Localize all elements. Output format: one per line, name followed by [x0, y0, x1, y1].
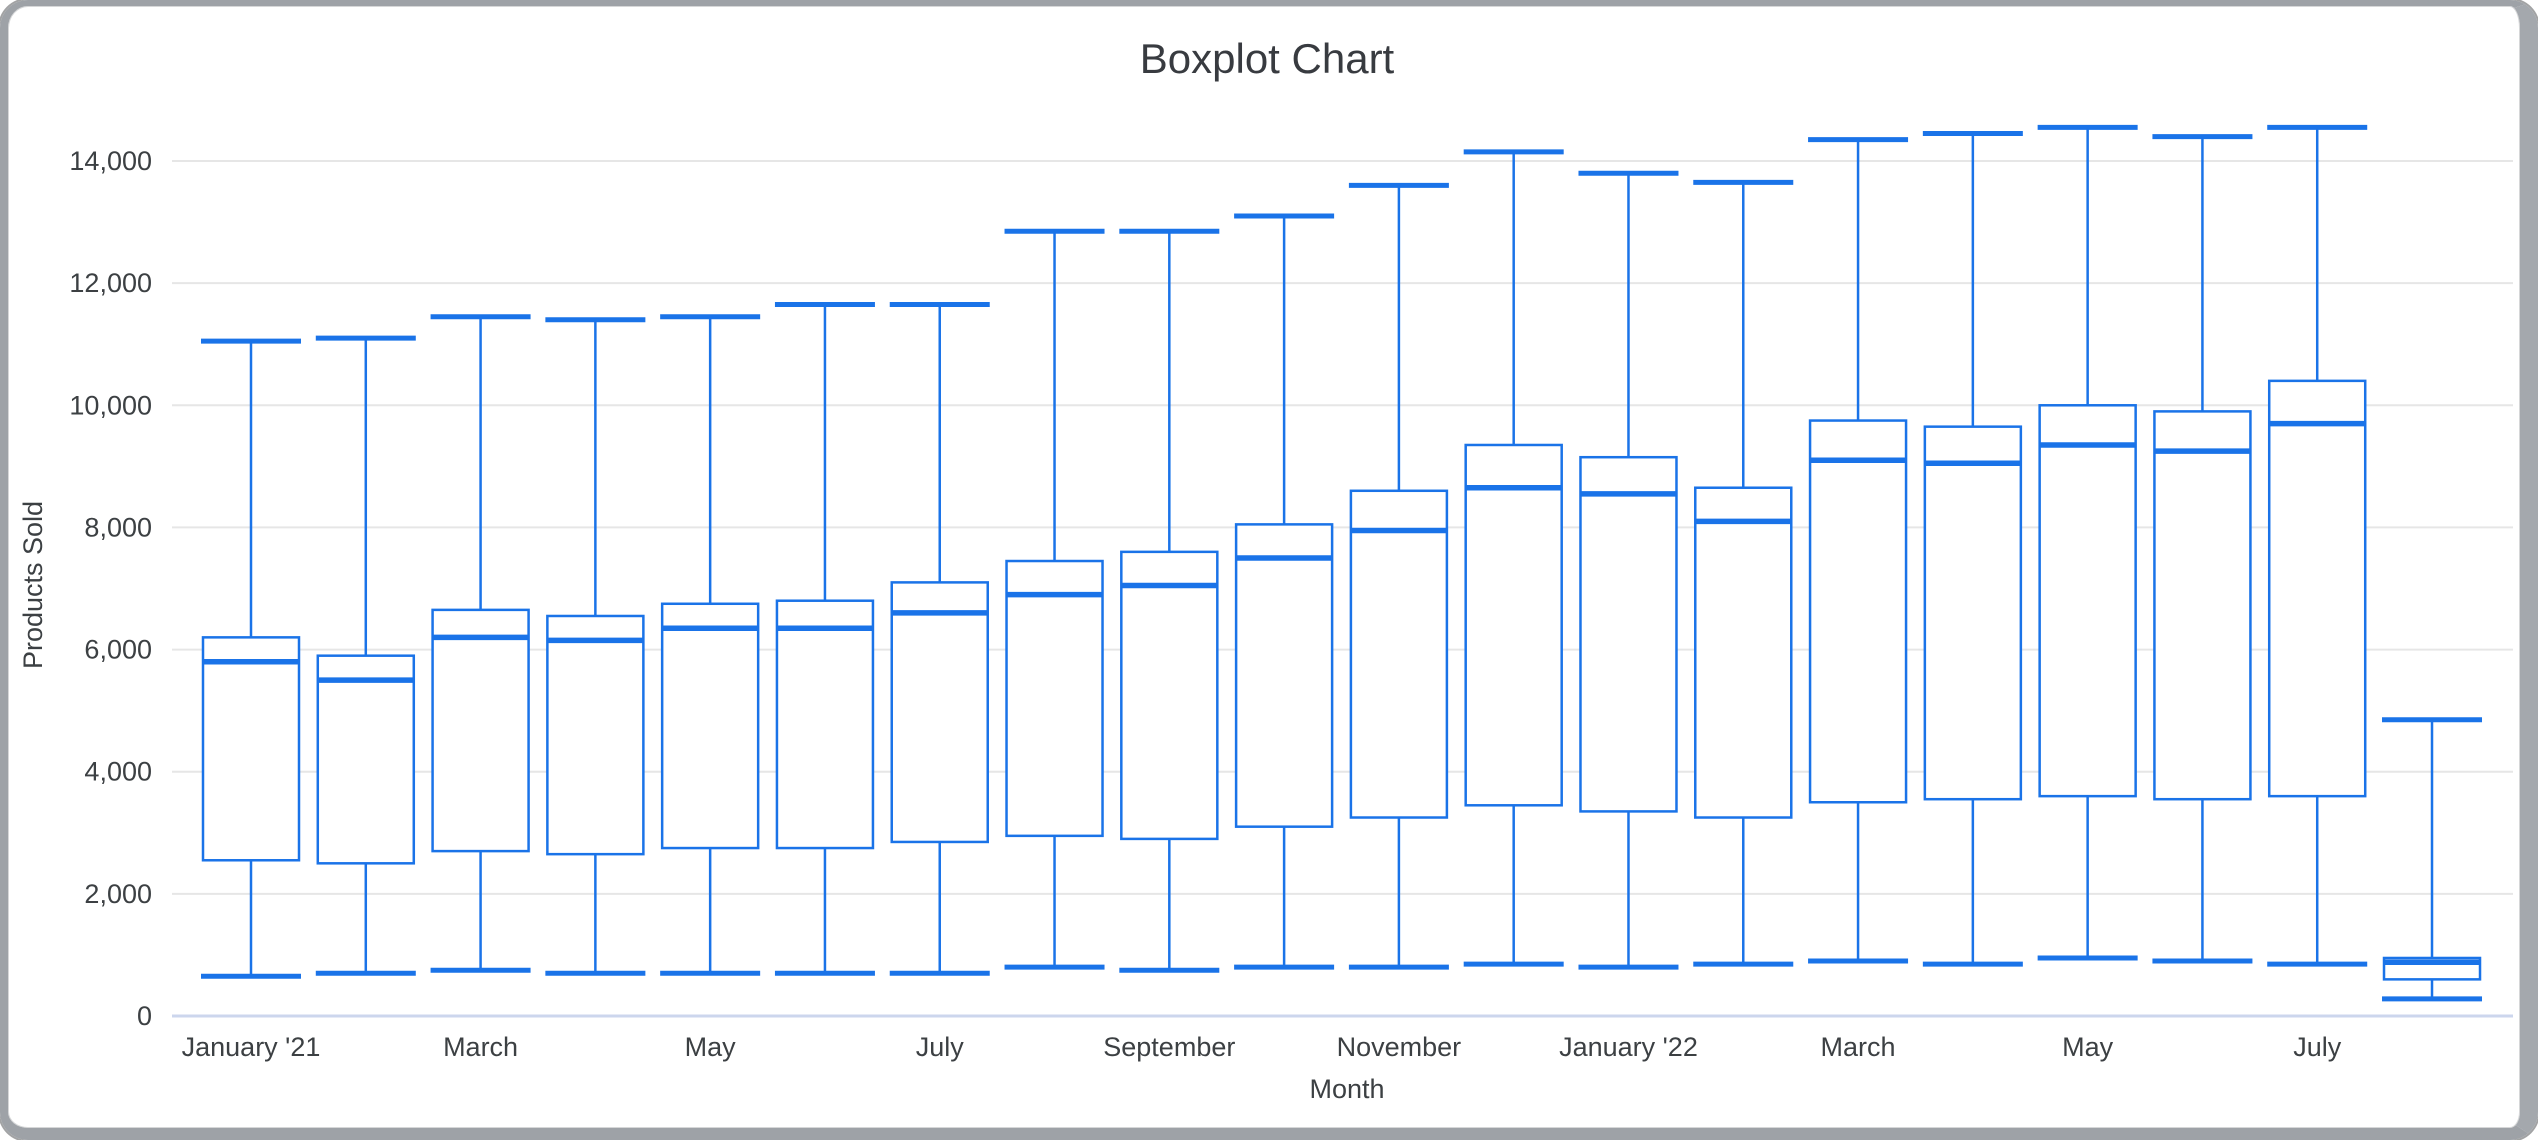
y-tick-label: 14,000 — [69, 146, 152, 176]
boxplot-april-22[interactable] — [1922, 131, 2023, 967]
boxplot-june-21[interactable] — [774, 302, 875, 976]
x-tick-label: September — [1103, 1032, 1235, 1062]
iqr-box[interactable] — [1349, 489, 1449, 819]
x-tick-label: March — [443, 1032, 518, 1062]
iqr-box[interactable] — [2267, 379, 2367, 798]
boxplot-series[interactable] — [201, 124, 2483, 1002]
boxplot-july-21[interactable] — [889, 302, 990, 976]
x-axis-title: Month — [1309, 1074, 1384, 1104]
boxplot-may-21[interactable] — [660, 314, 761, 976]
x-tick-label: July — [916, 1032, 965, 1062]
boxplot-march-22[interactable] — [1808, 137, 1909, 964]
y-axis-tick-labels: 0 2,000 4,000 6,000 8,000 10,000 12,000 14,000 — [69, 146, 152, 1031]
x-tick-label: January '21 — [182, 1032, 321, 1062]
iqr-box[interactable] — [775, 599, 875, 850]
y-tick-label: 8,000 — [84, 512, 152, 542]
boxplot-august-21[interactable] — [1004, 228, 1105, 970]
boxplot-march-21[interactable] — [430, 314, 531, 973]
boxplot-december-21[interactable] — [1463, 149, 1564, 967]
x-tick-label: May — [2062, 1032, 2114, 1062]
x-tick-label: November — [1337, 1032, 1462, 1062]
boxplot-july-22[interactable] — [2267, 124, 2368, 967]
y-axis-title: Products Sold — [18, 501, 48, 669]
iqr-box[interactable] — [1694, 486, 1793, 819]
boxplot-january-21[interactable] — [201, 338, 301, 979]
boxplot-september-21[interactable] — [1119, 228, 1220, 973]
boxplot-august-22[interactable] — [2382, 717, 2483, 1002]
boxplot-november-21[interactable] — [1348, 182, 1449, 970]
y-tick-label: 0 — [137, 1001, 152, 1031]
iqr-box[interactable] — [201, 636, 301, 862]
x-tick-label: March — [1821, 1032, 1896, 1062]
iqr-box[interactable] — [316, 654, 416, 865]
boxplot-february-21[interactable] — [315, 335, 416, 976]
iqr-box[interactable] — [1120, 550, 1219, 841]
iqr-box[interactable] — [546, 614, 645, 856]
iqr-box[interactable] — [1234, 523, 1334, 828]
boxplot-june-22[interactable] — [2152, 134, 2253, 964]
y-tick-label: 10,000 — [69, 390, 152, 420]
chart-title: Boxplot Chart — [1140, 35, 1395, 82]
x-tick-label: May — [685, 1032, 737, 1062]
y-tick-label: 6,000 — [84, 635, 152, 665]
y-tick-label: 12,000 — [69, 268, 152, 298]
x-axis-tick-labels: January '21 March May July September November… — [182, 1032, 2342, 1062]
iqr-box[interactable] — [1005, 559, 1104, 838]
iqr-box[interactable] — [890, 581, 989, 844]
iqr-box[interactable] — [2153, 410, 2252, 801]
x-tick-label: July — [2293, 1032, 2342, 1062]
boxplot-may-22[interactable] — [2037, 124, 2138, 961]
boxplot-april-21[interactable] — [545, 317, 646, 976]
boxplot-february-22[interactable] — [1693, 179, 1794, 967]
y-tick-label: 2,000 — [84, 879, 152, 909]
iqr-box[interactable] — [1923, 425, 2023, 801]
iqr-box[interactable] — [2038, 404, 2137, 798]
boxplot-january-22[interactable] — [1578, 170, 1679, 970]
boxplot-october-21[interactable] — [1234, 213, 1335, 970]
x-tick-label: January '22 — [1559, 1032, 1698, 1062]
iqr-box[interactable] — [1579, 455, 1678, 813]
y-tick-label: 4,000 — [84, 757, 152, 787]
iqr-box[interactable] — [431, 608, 530, 853]
iqr-box[interactable] — [660, 602, 760, 850]
iqr-box[interactable] — [1464, 443, 1563, 807]
iqr-box[interactable] — [1808, 419, 1908, 804]
